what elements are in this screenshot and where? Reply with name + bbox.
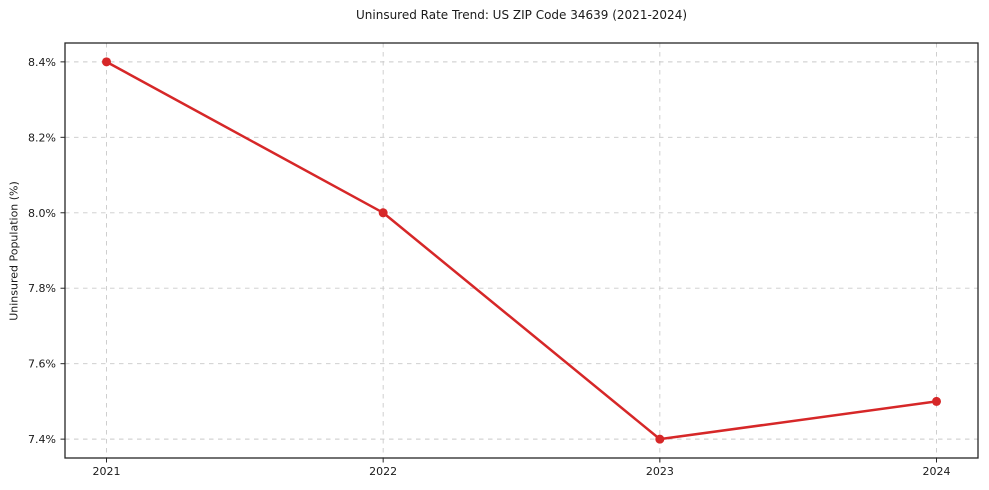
y-tick-label: 7.4% [28, 433, 56, 446]
data-line [105, 60, 938, 441]
plot-border [64, 42, 979, 459]
data-point-marker [102, 57, 111, 67]
x-tick-label: 2024 [923, 465, 951, 478]
y-tick-label: 7.6% [28, 358, 56, 371]
y-tick-label: 8.0% [28, 207, 56, 220]
y-tick-label: 7.8% [28, 282, 56, 295]
chart-title: Uninsured Rate Trend: US ZIP Code 34639 … [355, 8, 688, 22]
data-point-marker [378, 208, 388, 218]
y-tick-label: 8.2% [28, 131, 56, 144]
x-tick-label: 2023 [646, 465, 674, 478]
x-tick-label: 2021 [93, 465, 121, 478]
x-tick-label: 2022 [369, 465, 397, 478]
data-point-marker [655, 434, 665, 444]
data-point-marker [932, 396, 941, 406]
y-tick-label: 8.4% [28, 56, 56, 69]
